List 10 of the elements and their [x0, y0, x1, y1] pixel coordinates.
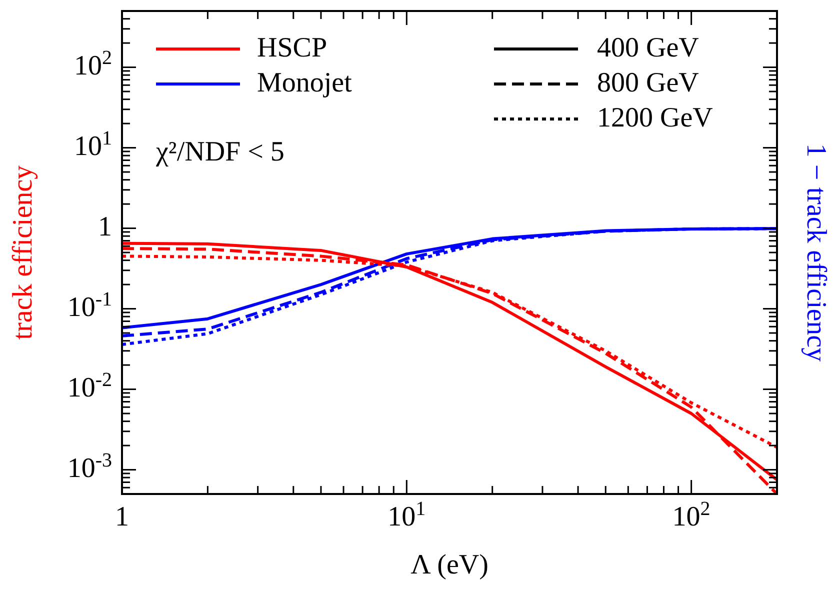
annotation: 1200 GeV [597, 102, 713, 134]
x-axis-title: Λ (eV) [410, 549, 488, 580]
annotation: 400 GeV [597, 32, 699, 64]
y2-axis-title: 1 − track efficiency [800, 143, 832, 362]
annotation: χ²/NDF < 5 [155, 136, 284, 168]
y-axis-title: track efficiency [7, 165, 38, 340]
legend-label: HSCP [257, 32, 328, 64]
y-tick-label: 1 [98, 212, 112, 243]
legend-label: Monojet [257, 67, 352, 98]
annotation: 800 GeV [597, 67, 699, 98]
